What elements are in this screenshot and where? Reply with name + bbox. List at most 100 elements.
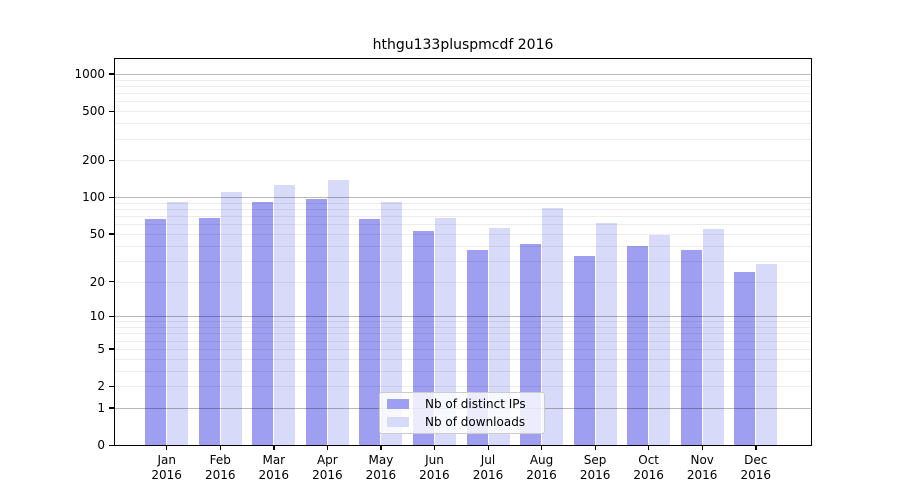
chart-title: hthgu133pluspmcdf 2016: [372, 37, 554, 53]
major-gridline: [115, 316, 811, 318]
x-tick: [326, 445, 329, 450]
minor-gridline: [115, 216, 811, 218]
minor-gridline: [115, 260, 811, 262]
x-tick-label-jun: Jun 2016: [419, 453, 450, 482]
x-tick-label-jul: Jul 2016: [472, 453, 504, 482]
bar-downloads-feb: [220, 191, 242, 445]
y-tick: [109, 385, 114, 387]
x-tick-label-nov: Nov 2016: [686, 453, 718, 482]
x-tick-label-sep: Sep 2016: [579, 453, 611, 482]
y-tick: [109, 233, 114, 235]
x-tick-label-may: May 2016: [365, 453, 397, 482]
bar-downloads-nov: [702, 228, 724, 445]
y-tick-label: 50: [89, 226, 105, 241]
legend-item-downloads: Nb of downloads: [380, 415, 544, 429]
x-tick: [219, 445, 222, 450]
minor-gridline: [115, 224, 811, 226]
y-tick: [109, 281, 114, 283]
x-tick: [166, 445, 168, 450]
y-tick: [109, 444, 114, 446]
x-tick-label-dec: Dec 2016: [740, 453, 772, 482]
minor-gridline: [115, 101, 811, 103]
y-tick-label: 20: [89, 274, 105, 289]
bar-downloads-jun: [434, 217, 456, 445]
minor-gridline: [115, 386, 811, 387]
x-tick: [755, 445, 757, 450]
y-tick: [109, 110, 114, 112]
y-tick-label: 1000: [74, 66, 105, 81]
bar-distinct-ips-nov: [680, 249, 702, 445]
bar-distinct-ips-mar: [252, 202, 274, 445]
x-tick-label-apr: Apr 2016: [312, 453, 343, 482]
bar-distinct-ips-jun: [412, 230, 434, 445]
y-tick-label: 5: [97, 341, 105, 356]
bar-distinct-ips-feb: [198, 217, 220, 445]
minor-gridline: [115, 358, 811, 360]
minor-gridline: [115, 79, 811, 81]
bar-distinct-ips-dec: [734, 272, 756, 445]
legend-swatch-distinct-ips: [387, 399, 409, 409]
bar-downloads-apr: [327, 180, 349, 445]
minor-gridline: [115, 138, 811, 140]
major-gridline: [115, 73, 811, 75]
minor-gridline: [115, 160, 811, 162]
legend: Nb of distinct IPs Nb of downloads: [379, 392, 545, 434]
minor-gridline: [115, 209, 811, 211]
minor-gridline: [115, 85, 811, 87]
minor-gridline: [115, 245, 811, 247]
legend-label-downloads: Nb of downloads: [425, 415, 526, 429]
bar-downloads-dec: [756, 264, 778, 445]
bar-distinct-ips-may: [359, 219, 381, 445]
minor-gridline: [115, 333, 811, 335]
minor-gridline: [115, 327, 811, 328]
minor-gridline: [115, 111, 811, 113]
y-tick: [109, 159, 114, 161]
minor-gridline: [115, 340, 811, 342]
x-tick-label-oct: Oct 2016: [633, 453, 664, 482]
y-tick: [109, 407, 114, 409]
y-tick-label: 100: [82, 190, 105, 205]
legend-label-distinct-ips: Nb of distinct IPs: [425, 397, 526, 411]
minor-gridline: [115, 123, 811, 125]
y-tick: [109, 315, 114, 318]
y-tick-label: 2: [97, 379, 105, 393]
bar-downloads-may: [381, 201, 403, 445]
y-tick-label: 10: [89, 309, 105, 324]
bar-distinct-ips-jan: [145, 219, 167, 445]
bar-downloads-oct: [649, 234, 671, 445]
y-tick: [109, 73, 114, 75]
y-tick: [109, 348, 114, 350]
y-tick-label: 0: [97, 438, 105, 452]
bar-downloads-aug: [542, 207, 564, 445]
bar-downloads-sep: [595, 222, 617, 445]
y-tick-label: 1: [97, 400, 105, 415]
major-gridline: [115, 197, 811, 199]
legend-swatch-downloads: [387, 417, 409, 427]
bar-distinct-ips-sep: [573, 255, 595, 445]
minor-gridline: [115, 233, 811, 235]
plot-area: [115, 59, 811, 445]
bar-distinct-ips-apr: [305, 199, 327, 445]
minor-gridline: [115, 93, 811, 95]
y-tick-label: 200: [82, 153, 105, 168]
bar-distinct-ips-oct: [627, 245, 649, 445]
x-tick-label-mar: Mar 2016: [258, 453, 290, 482]
bar-downloads-jul: [488, 227, 510, 445]
y-tick: [109, 196, 114, 198]
minor-gridline: [115, 348, 811, 350]
minor-gridline: [115, 202, 811, 204]
bar-downloads-jan: [167, 201, 189, 445]
minor-gridline: [115, 321, 811, 323]
x-tick: [541, 445, 543, 450]
x-tick: [487, 445, 489, 450]
legend-item-distinct-ips: Nb of distinct IPs: [380, 397, 544, 411]
y-tick-label: 500: [82, 104, 105, 119]
x-tick: [648, 445, 650, 450]
x-tick: [380, 445, 382, 450]
x-tick-label-feb: Feb 2016: [204, 453, 236, 482]
x-tick: [433, 445, 436, 450]
minor-gridline: [115, 370, 811, 372]
x-tick: [701, 445, 703, 450]
minor-gridline: [115, 281, 811, 283]
